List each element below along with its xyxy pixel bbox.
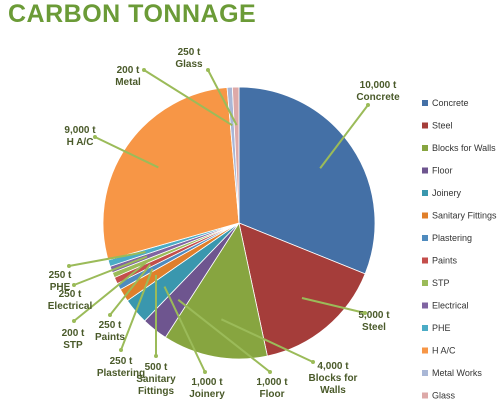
leader-line <box>94 136 159 169</box>
leader-line <box>68 250 146 267</box>
leader-arrowhead <box>108 313 112 317</box>
pie-slices <box>102 86 376 360</box>
leader-arrowhead <box>366 103 370 107</box>
legend-entry: Joinery <box>432 188 462 198</box>
leader-arrowhead <box>363 311 367 315</box>
pie-slice-concrete <box>238 86 376 275</box>
legend-entry: Sanitary Fittings <box>432 211 497 221</box>
data-label: 250 t PHE <box>49 270 72 293</box>
data-labels: 10,000 t Concrete 5,000 t Steel 4,000 t Block… <box>48 47 400 400</box>
legend-swatch <box>422 212 428 219</box>
leader-arrowhead <box>154 354 158 358</box>
leader-line <box>301 297 366 314</box>
data-label: 1,000 t Floor <box>256 377 288 400</box>
pie-slice-steel <box>238 222 366 357</box>
leader-arrowhead <box>206 68 210 72</box>
leader-line <box>109 263 152 316</box>
legend-entry: H A/C <box>432 346 456 356</box>
legend-entry: Concrete <box>432 98 469 108</box>
legend-swatch <box>422 257 428 264</box>
data-label: 200 t Metal <box>115 65 141 88</box>
leader-arrowhead <box>203 370 207 374</box>
leader-arrowhead <box>93 135 97 139</box>
legend-entry: Paints <box>432 256 458 266</box>
data-label: 250 t Paints <box>95 320 125 343</box>
data-label: 250 t Glass <box>175 47 203 70</box>
data-label: 5,000 t Steel <box>358 310 390 333</box>
pie-slice-h-a-c <box>102 87 240 261</box>
legend-entry: Steel <box>432 121 453 131</box>
legend-swatch <box>422 100 428 106</box>
legend: Concrete Steel Blocks for Walls Floor Joiner… <box>422 98 497 401</box>
data-label: 500 t Sanitary Fittings <box>136 362 176 397</box>
legend-entry: Floor <box>432 166 453 176</box>
legend-swatch <box>422 190 428 196</box>
leader-arrowhead <box>67 264 71 268</box>
legend-entry: Electrical <box>432 301 469 311</box>
leader-arrowhead <box>72 283 76 287</box>
leader-lines <box>67 68 370 374</box>
legend-swatch <box>422 167 428 174</box>
leader-line <box>220 318 314 363</box>
pie-slice-blocks-for-walls <box>164 221 268 360</box>
legend-entry: Metal Works <box>432 368 482 378</box>
leader-line <box>177 299 271 373</box>
data-label: 200 t STP <box>62 328 85 351</box>
leader-line <box>319 104 369 169</box>
chart-title: CARBON TONNAGE <box>8 0 257 28</box>
leader-line <box>120 268 154 351</box>
legend-entry: Plastering <box>432 233 472 243</box>
legend-entry: PHE <box>432 323 451 333</box>
leader-line <box>73 259 150 322</box>
leader-arrowhead <box>72 319 76 323</box>
leader-line <box>207 69 238 126</box>
leader-arrowhead <box>268 370 272 374</box>
legend-entry: STP <box>432 278 450 288</box>
leader-arrowhead <box>119 348 123 352</box>
data-label: 4,000 t Blocks for Walls <box>309 361 358 396</box>
legend-swatch <box>422 347 428 354</box>
legend-swatch <box>422 122 428 129</box>
data-label: 250 t Electrical <box>48 289 93 312</box>
data-label: 10,000 t Concrete <box>356 80 400 103</box>
legend-entry: Blocks for Walls <box>432 143 496 153</box>
leader-line <box>143 69 233 127</box>
legend-swatch <box>422 370 428 376</box>
leader-line <box>73 255 148 286</box>
legend-swatch <box>422 235 428 241</box>
data-label: 1,000 t Joinery <box>189 377 225 400</box>
legend-swatch <box>422 392 428 399</box>
legend-entry: Glass <box>432 391 456 401</box>
legend-swatch <box>422 325 428 331</box>
legend-swatch <box>422 145 428 151</box>
legend-swatch <box>422 280 428 286</box>
leader-arrowhead <box>142 68 146 72</box>
legend-swatch <box>422 302 428 309</box>
data-label: 250 t Plastering <box>97 356 145 379</box>
leader-line <box>163 286 206 373</box>
leader-arrowhead <box>311 360 315 364</box>
